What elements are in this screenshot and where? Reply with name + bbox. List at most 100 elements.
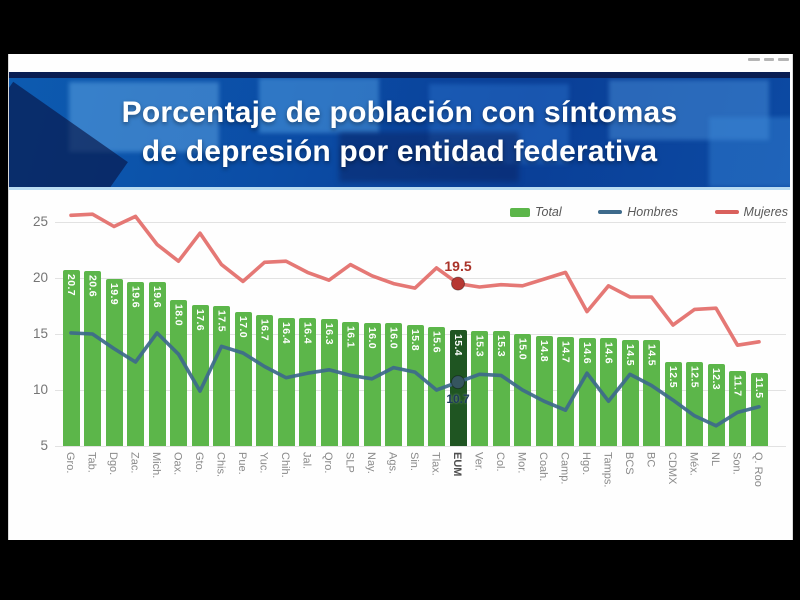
legend-swatch-total [510, 207, 530, 217]
x-axis-label: Yuc. [257, 452, 270, 474]
bar-value-label: 12.5 [667, 366, 679, 389]
x-axis-label: Mor. [515, 452, 528, 474]
x-axis-label: EUM [451, 452, 463, 477]
bar-value-label: 19.6 [129, 286, 142, 309]
bar-bc [643, 339, 660, 446]
y-axis-label: 15 [32, 326, 48, 341]
y-axis-label: 25 [32, 214, 48, 229]
bar-qroo [750, 373, 768, 446]
x-axis-label: Gro. [64, 452, 76, 474]
bar-value-label: 12.3 [710, 368, 722, 391]
bar-ags [385, 322, 402, 446]
bar-value-label: 16.7 [258, 318, 271, 341]
banner-screen-art [609, 80, 769, 140]
bar-cdmx [664, 362, 682, 446]
x-axis-label: Tamps. [601, 452, 614, 488]
gridline [55, 278, 786, 279]
x-axis-label: Pue. [236, 452, 248, 475]
x-axis-label: Gto. [193, 452, 205, 473]
bar-value-label: 16.4 [280, 322, 292, 345]
mujeres-line [69, 212, 761, 348]
bar-value-label: 15.8 [409, 329, 421, 352]
x-axis-label: Mich. [150, 452, 162, 479]
bar-tab [84, 271, 101, 446]
legend-item: Hombres [598, 205, 678, 219]
bar-value-label: 15.0 [516, 338, 529, 361]
bar-value-label: 20.7 [65, 274, 77, 297]
x-axis-label: Ver. [472, 452, 485, 471]
bar-value-label: 14.5 [624, 343, 636, 366]
page-title-line2: de depresión por entidad federativa [141, 135, 658, 168]
x-axis-label: Col. [494, 452, 506, 472]
x-axis-label: Nay. [365, 452, 377, 474]
bar-value-label: 16.1 [344, 325, 357, 348]
bar-slp [342, 321, 359, 446]
bar-nay [363, 322, 381, 446]
bar-jal [299, 318, 316, 446]
legend-item: Mujeres [714, 205, 788, 219]
gridline [55, 222, 786, 223]
page-title-line1: Porcentaje de población con síntomas [121, 96, 678, 129]
top-strip-mark [778, 58, 789, 61]
bar-hgo [578, 338, 596, 446]
marker-mujeres-eum [451, 276, 465, 291]
x-axis-label: Ags. [386, 452, 399, 475]
bar-coah [535, 336, 553, 446]
bar-value-label: 14.6 [581, 342, 593, 365]
bar-son [729, 370, 746, 446]
x-axis-label: Tlax. [429, 452, 442, 476]
x-axis-label: CDMX [666, 452, 678, 485]
bar-yuc [256, 314, 273, 446]
y-axis-label: 10 [32, 382, 48, 397]
bar-chis [213, 306, 230, 446]
legend-label: Hombres [627, 205, 678, 219]
bar-value-label: 16.0 [366, 326, 378, 349]
x-axis-label: SLP [343, 452, 356, 473]
bar-value-label: 11.5 [753, 377, 765, 399]
bar-col [492, 330, 510, 446]
x-axis-label: Camp. [558, 452, 571, 485]
x-axis-label: Zac. [128, 452, 141, 474]
legend-item: Total [510, 205, 562, 219]
x-axis-label: Méx. [687, 452, 700, 476]
hombres-line [69, 331, 761, 428]
bar-value-label: 14.5 [645, 343, 658, 366]
bar-value-label: 17.5 [215, 310, 228, 333]
top-strip-mark [748, 58, 760, 61]
bar-value-label: 15.3 [495, 334, 507, 357]
bar-mich [148, 282, 166, 446]
bar-value-label: 15.3 [473, 334, 486, 357]
x-axis-label: BCS [623, 452, 635, 475]
banner-top-strip [9, 72, 790, 78]
x-axis-label: Jal. [300, 452, 313, 470]
bar-zac [127, 282, 144, 446]
bar-value-label: 20.6 [86, 275, 99, 298]
bar-ver [471, 330, 488, 446]
bar-value-label: 14.6 [602, 342, 615, 365]
bar-value-label: 16.3 [323, 323, 335, 346]
bar-gto [191, 304, 209, 446]
annotation-mujeres-value: 19.5 [444, 257, 472, 274]
x-axis-label: NL [709, 452, 721, 467]
banner-screen-art [259, 78, 379, 133]
bar-value-label: 15.6 [430, 331, 443, 354]
marker-hombres-eum [451, 375, 465, 390]
x-axis-label: Hgo. [580, 452, 592, 476]
legend-label: Total [535, 205, 562, 219]
bar-value-label: 19.9 [108, 283, 120, 306]
bar-value-label: 14.7 [559, 341, 572, 364]
bar-tlax [428, 327, 445, 446]
bar-sin [406, 325, 424, 446]
x-axis-label: Chis. [214, 452, 227, 478]
bar-value-label: 16.4 [301, 322, 314, 345]
bar-value-label: 19.6 [151, 286, 163, 309]
bar-value-label: 14.8 [538, 340, 550, 363]
bar-chih [277, 318, 295, 446]
bar-dgo [105, 279, 123, 446]
x-axis-label: BC [644, 452, 657, 468]
bar-tamps [600, 338, 617, 446]
bar-value-label: 17.6 [194, 308, 206, 331]
annotation-hombres-value: 10.7 [446, 392, 470, 407]
